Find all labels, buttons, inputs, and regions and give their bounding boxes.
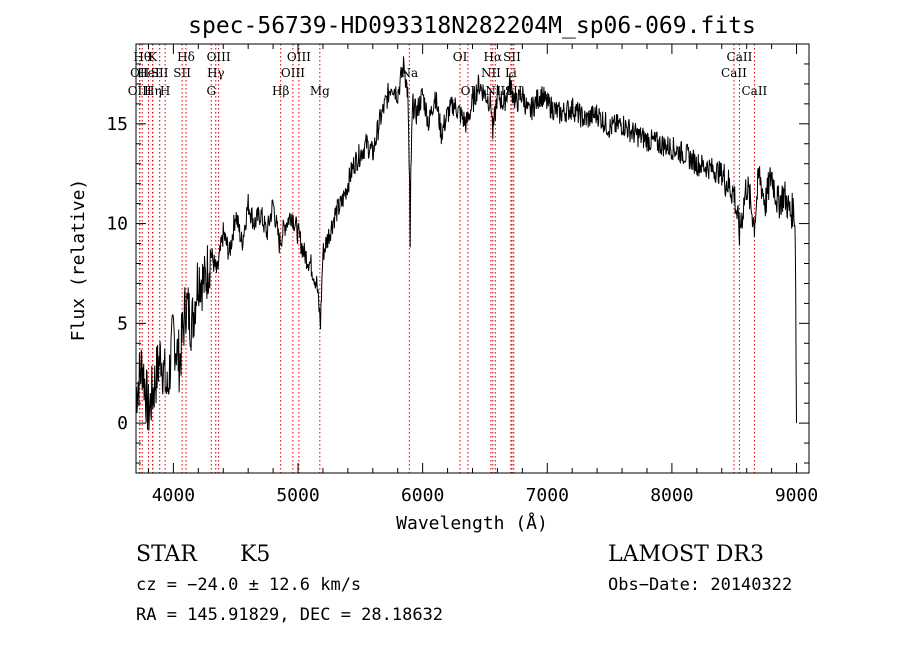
- line-marker-label-18: OI: [453, 50, 468, 64]
- y-tick-label-3: 15: [106, 114, 128, 135]
- line-marker-label-10: OIII: [207, 50, 231, 64]
- line-marker-label-1: OII: [130, 66, 150, 80]
- line-marker-label-5: Hη: [144, 84, 162, 98]
- line-marker-label-6: H: [160, 84, 170, 98]
- y-axis-ticks: 0 5 10 15: [106, 63, 809, 464]
- line-marker-label-28: CaII: [741, 84, 767, 98]
- line-marker-label-13: Hβ: [272, 84, 289, 98]
- line-marker-label-11: Hγ: [207, 66, 225, 80]
- y-tick-label-1: 5: [117, 313, 128, 334]
- y-tick-label-2: 10: [106, 214, 128, 235]
- line-marker-label-15: OIII: [281, 66, 305, 80]
- spectral-subclass: K5: [240, 542, 270, 567]
- line-marker-label-8: Hδ: [177, 50, 195, 64]
- line-marker-label-27: CaII: [721, 66, 747, 80]
- plot-frame: [135, 43, 810, 474]
- chart-title: spec-56739-HD093318N282204M_sp06-069.fit…: [188, 13, 756, 39]
- line-marker-label-24: Li: [505, 66, 517, 80]
- spectrum-line: [135, 56, 797, 431]
- line-marker-label-2: OIII: [128, 84, 152, 98]
- x-tick-label-3: 7000: [526, 485, 569, 506]
- line-marker-label-4: HeI: [137, 66, 160, 80]
- line-marker-label-12: G: [206, 84, 216, 98]
- survey-name: LAMOST DR3: [608, 542, 764, 567]
- line-marker-label-21: NII: [481, 66, 501, 80]
- line-marker-label-14: OIII: [287, 50, 311, 64]
- x-axis-label: Wavelength (Å): [396, 512, 548, 534]
- x-tick-label-2: 6000: [401, 485, 444, 506]
- line-marker-label-20: Hα: [484, 50, 503, 64]
- line-marker-label-22: NII: [485, 84, 505, 98]
- coordinates: RA = 145.91829, DEC = 28.18632: [136, 605, 443, 625]
- x-tick-label-4: 8000: [650, 485, 693, 506]
- x-axis-ticks: 4000 5000 6000 7000 8000 9000: [147, 44, 818, 506]
- x-tick-label-1: 5000: [276, 485, 319, 506]
- line-marker-label-16: Mg: [310, 84, 330, 98]
- line-marker-label-7: SII: [151, 66, 169, 80]
- y-axis-label: Flux (relative): [68, 179, 89, 342]
- line-marker-label-19: OI: [461, 84, 476, 98]
- line-marker-label-23: SII: [503, 50, 521, 64]
- object-type: STAR: [136, 542, 198, 567]
- line-marker-label-0: Hθ: [133, 50, 151, 64]
- observation-date: Obs−Date: 20140322: [608, 575, 792, 595]
- line-marker-label-9: SII: [173, 66, 191, 80]
- x-tick-label-5: 9000: [775, 485, 818, 506]
- line-marker-label-3: K: [148, 50, 158, 64]
- x-tick-label-0: 4000: [152, 485, 195, 506]
- spectrum-series: [135, 56, 797, 431]
- redshift-cz: cz = −24.0 ± 12.6 km/s: [136, 575, 361, 595]
- y-tick-label-0: 0: [117, 413, 128, 434]
- line-marker-label-26: CaII: [727, 50, 753, 64]
